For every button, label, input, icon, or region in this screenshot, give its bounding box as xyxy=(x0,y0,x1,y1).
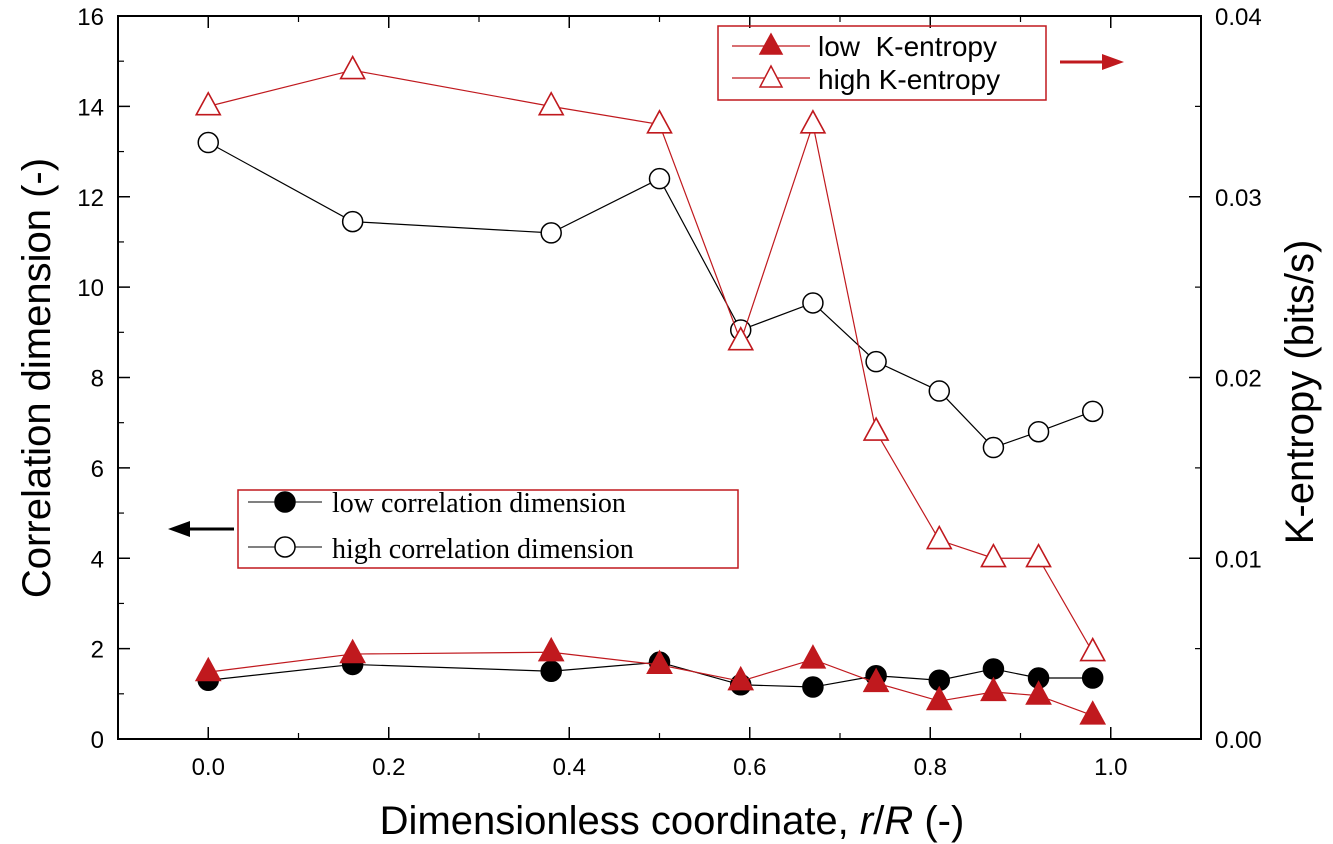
y-left-tick-label: 14 xyxy=(77,94,104,121)
data-point xyxy=(537,91,565,116)
data-point xyxy=(341,210,364,233)
data-point xyxy=(1027,420,1050,443)
data-point xyxy=(646,109,673,134)
data-point xyxy=(802,292,824,314)
x-axis-title: Dimensionless coordinate, r/R (-) xyxy=(380,799,965,843)
data-point xyxy=(540,222,562,244)
legend-correlation-dimension: low correlation dimension high correlati… xyxy=(168,488,739,569)
data-point xyxy=(1025,542,1052,568)
legend-marker-high-k-entropy xyxy=(758,64,784,88)
data-point xyxy=(799,109,827,134)
legend-label-low-correlation: low correlation dimension xyxy=(332,488,626,519)
data-point xyxy=(862,667,890,693)
data-point xyxy=(802,676,824,698)
x-tick-label: 0.6 xyxy=(733,754,766,781)
data-point xyxy=(925,685,953,711)
data-point xyxy=(865,350,887,373)
y-left-tick-label: 8 xyxy=(91,366,104,393)
data-point xyxy=(727,326,755,351)
data-point xyxy=(339,54,366,80)
x-axis-title-main: Dimensionless coordinate, xyxy=(380,799,860,843)
y-right-tick-label: 0.02 xyxy=(1215,366,1262,393)
data-point xyxy=(980,676,1007,702)
series-low-correlation-dimension xyxy=(197,651,1104,698)
left-y-axis-ticks: 0 2 4 6 8 10 12 14 16 xyxy=(77,4,130,754)
data-point xyxy=(982,436,1005,459)
left-axis-arrow-icon xyxy=(168,521,190,537)
data-point xyxy=(537,636,565,662)
y-left-tick-label: 4 xyxy=(91,546,104,573)
legend-label-high-k-entropy: high K-entropy xyxy=(818,64,1000,95)
left-y-axis-title: Correlation dimension (-) xyxy=(15,158,59,598)
legend-label-low-k-entropy: low K-entropy xyxy=(818,31,997,62)
data-point xyxy=(982,658,1005,680)
data-point xyxy=(339,638,366,664)
y-left-tick-label: 6 xyxy=(91,456,104,483)
y-left-tick-label: 10 xyxy=(77,275,104,302)
data-point xyxy=(799,644,827,669)
right-axis-arrow-icon xyxy=(1102,54,1124,70)
series-low-k-entropy xyxy=(194,636,1107,725)
x-tick-label: 0.2 xyxy=(372,754,405,781)
data-point xyxy=(1025,680,1052,705)
data-point xyxy=(1079,700,1107,725)
series-line xyxy=(207,141,1093,449)
y-left-tick-label: 16 xyxy=(77,4,104,31)
x-axis-title-r: r xyxy=(860,799,875,843)
legend-marker-low-k-entropy xyxy=(758,32,784,55)
data-point xyxy=(862,416,890,441)
legend-label-high-correlation: high correlation dimension xyxy=(332,534,634,565)
legend-marker-high-correlation xyxy=(274,536,296,558)
x-tick-label: 0.8 xyxy=(914,754,947,781)
data-point xyxy=(980,542,1007,568)
x-axis-ticks: 0.0 0.2 0.4 0.6 0.8 1.0 xyxy=(117,16,1202,781)
data-point xyxy=(194,91,222,116)
y-right-tick-label: 0.03 xyxy=(1215,185,1262,212)
data-point xyxy=(197,131,219,154)
data-point xyxy=(540,660,562,682)
data-point xyxy=(727,665,755,691)
y-left-tick-label: 0 xyxy=(91,727,104,754)
y-right-tick-label: 0.01 xyxy=(1215,546,1262,573)
data-point xyxy=(928,380,951,402)
data-point xyxy=(194,656,222,682)
series-high-k-entropy xyxy=(194,54,1107,662)
y-right-tick-label: 0.00 xyxy=(1215,727,1262,754)
legend-marker-low-correlation xyxy=(274,491,296,513)
x-axis-title-slash: / xyxy=(873,799,885,843)
series-layer xyxy=(194,54,1107,725)
y-left-tick-label: 2 xyxy=(91,637,104,664)
x-axis-title-R: R xyxy=(884,799,913,843)
right-y-axis-ticks: 0.00 0.01 0.02 0.03 0.04 xyxy=(1189,4,1262,754)
right-y-axis-title: K-entropy (bits/s) xyxy=(1278,240,1322,545)
legend-k-entropy: low K-entropy high K-entropy xyxy=(717,25,1124,101)
data-point xyxy=(1081,400,1104,423)
data-point xyxy=(646,649,673,675)
data-point xyxy=(1081,667,1104,689)
y-right-tick-label: 0.04 xyxy=(1215,4,1262,31)
data-point xyxy=(1079,636,1107,662)
legend-k-entropy-box xyxy=(717,25,1047,101)
x-tick-label: 0.4 xyxy=(553,754,586,781)
data-point xyxy=(925,524,953,550)
x-tick-label: 0.0 xyxy=(192,754,225,781)
x-tick-label: 1.0 xyxy=(1094,754,1127,781)
data-point xyxy=(648,167,671,190)
series-high-correlation-dimension xyxy=(197,131,1104,459)
y-left-tick-label: 12 xyxy=(77,185,104,212)
legend-correlation-box xyxy=(237,489,739,569)
x-axis-title-unit: (-) xyxy=(913,799,964,843)
